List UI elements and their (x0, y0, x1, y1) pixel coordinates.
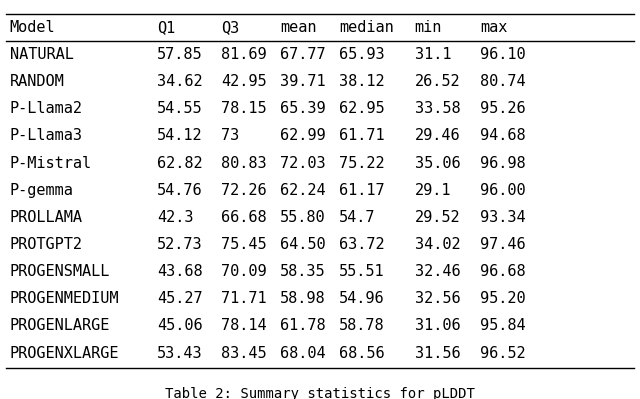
Text: P-Mistral: P-Mistral (10, 156, 92, 171)
Text: 31.1: 31.1 (415, 47, 451, 62)
Text: 96.52: 96.52 (480, 346, 525, 361)
Text: 26.52: 26.52 (415, 74, 460, 89)
Text: 29.1: 29.1 (415, 183, 451, 198)
Text: 52.73: 52.73 (157, 237, 202, 252)
Text: 73: 73 (221, 128, 239, 144)
Text: 54.7: 54.7 (339, 210, 376, 225)
Text: 34.02: 34.02 (415, 237, 460, 252)
Text: 78.15: 78.15 (221, 101, 266, 117)
Text: 65.93: 65.93 (339, 47, 385, 62)
Text: 45.27: 45.27 (157, 291, 202, 306)
Text: 58.98: 58.98 (280, 291, 326, 306)
Text: 57.85: 57.85 (157, 47, 202, 62)
Text: 54.76: 54.76 (157, 183, 202, 198)
Text: 58.35: 58.35 (280, 264, 326, 279)
Text: Model: Model (10, 20, 55, 35)
Text: 66.68: 66.68 (221, 210, 266, 225)
Text: 29.46: 29.46 (415, 128, 460, 144)
Text: PROGENMEDIUM: PROGENMEDIUM (10, 291, 119, 306)
Text: Q1: Q1 (157, 20, 175, 35)
Text: 38.12: 38.12 (339, 74, 385, 89)
Text: 31.56: 31.56 (415, 346, 460, 361)
Text: 95.84: 95.84 (480, 318, 525, 334)
Text: 75.45: 75.45 (221, 237, 266, 252)
Text: 96.68: 96.68 (480, 264, 525, 279)
Text: 39.71: 39.71 (280, 74, 326, 89)
Text: NATURAL: NATURAL (10, 47, 74, 62)
Text: 81.69: 81.69 (221, 47, 266, 62)
Text: 94.68: 94.68 (480, 128, 525, 144)
Text: 67.77: 67.77 (280, 47, 326, 62)
Text: 42.3: 42.3 (157, 210, 193, 225)
Text: 63.72: 63.72 (339, 237, 385, 252)
Text: 80.74: 80.74 (480, 74, 525, 89)
Text: 45.06: 45.06 (157, 318, 202, 334)
Text: mean: mean (280, 20, 317, 35)
Text: PROGENSMALL: PROGENSMALL (10, 264, 110, 279)
Text: PROTGPT2: PROTGPT2 (10, 237, 83, 252)
Text: 61.71: 61.71 (339, 128, 385, 144)
Text: P-Llama2: P-Llama2 (10, 101, 83, 117)
Text: 71.71: 71.71 (221, 291, 266, 306)
Text: 58.78: 58.78 (339, 318, 385, 334)
Text: 97.46: 97.46 (480, 237, 525, 252)
Text: 96.10: 96.10 (480, 47, 525, 62)
Text: 55.80: 55.80 (280, 210, 326, 225)
Text: 54.96: 54.96 (339, 291, 385, 306)
Text: RANDOM: RANDOM (10, 74, 65, 89)
Text: 65.39: 65.39 (280, 101, 326, 117)
Text: 83.45: 83.45 (221, 346, 266, 361)
Text: 95.26: 95.26 (480, 101, 525, 117)
Text: PROGENXLARGE: PROGENXLARGE (10, 346, 119, 361)
Text: 61.17: 61.17 (339, 183, 385, 198)
Text: 34.62: 34.62 (157, 74, 202, 89)
Text: 61.78: 61.78 (280, 318, 326, 334)
Text: PROGENLARGE: PROGENLARGE (10, 318, 110, 334)
Text: max: max (480, 20, 508, 35)
Text: 54.55: 54.55 (157, 101, 202, 117)
Text: 62.82: 62.82 (157, 156, 202, 171)
Text: 31.06: 31.06 (415, 318, 460, 334)
Text: 64.50: 64.50 (280, 237, 326, 252)
Text: 62.95: 62.95 (339, 101, 385, 117)
Text: 43.68: 43.68 (157, 264, 202, 279)
Text: 42.95: 42.95 (221, 74, 266, 89)
Text: 68.04: 68.04 (280, 346, 326, 361)
Text: 78.14: 78.14 (221, 318, 266, 334)
Text: Table 2: Summary statistics for pLDDT: Table 2: Summary statistics for pLDDT (165, 387, 475, 399)
Text: 70.09: 70.09 (221, 264, 266, 279)
Text: 96.98: 96.98 (480, 156, 525, 171)
Text: 54.12: 54.12 (157, 128, 202, 144)
Text: P-Llama3: P-Llama3 (10, 128, 83, 144)
Text: 80.83: 80.83 (221, 156, 266, 171)
Text: P-gemma: P-gemma (10, 183, 74, 198)
Text: 35.06: 35.06 (415, 156, 460, 171)
Text: 96.00: 96.00 (480, 183, 525, 198)
Text: Q3: Q3 (221, 20, 239, 35)
Text: 72.26: 72.26 (221, 183, 266, 198)
Text: 32.46: 32.46 (415, 264, 460, 279)
Text: 55.51: 55.51 (339, 264, 385, 279)
Text: 95.20: 95.20 (480, 291, 525, 306)
Text: median: median (339, 20, 394, 35)
Text: PROLLAMA: PROLLAMA (10, 210, 83, 225)
Text: 75.22: 75.22 (339, 156, 385, 171)
Text: 72.03: 72.03 (280, 156, 326, 171)
Text: 33.58: 33.58 (415, 101, 460, 117)
Text: 68.56: 68.56 (339, 346, 385, 361)
Text: 93.34: 93.34 (480, 210, 525, 225)
Text: 29.52: 29.52 (415, 210, 460, 225)
Text: 53.43: 53.43 (157, 346, 202, 361)
Text: min: min (415, 20, 442, 35)
Text: 62.24: 62.24 (280, 183, 326, 198)
Text: 32.56: 32.56 (415, 291, 460, 306)
Text: 62.99: 62.99 (280, 128, 326, 144)
